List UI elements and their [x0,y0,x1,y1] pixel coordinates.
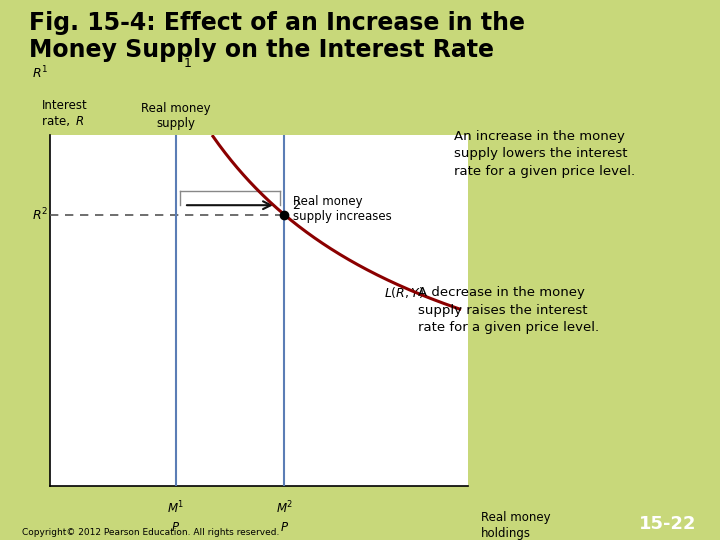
Text: $\mathit{M}^2$: $\mathit{M}^2$ [276,500,293,517]
Text: Real money
holdings: Real money holdings [480,511,550,539]
Text: $R^1$: $R^1$ [32,65,48,82]
Text: $P$: $P$ [171,521,180,534]
Text: Real money
supply increases: Real money supply increases [292,195,392,222]
Text: An increase in the money
supply lowers the interest
rate for a given price level: An increase in the money supply lowers t… [454,130,635,178]
Text: $R^2$: $R^2$ [32,206,48,223]
Text: 15-22: 15-22 [639,515,696,534]
Text: A decrease in the money
supply raises the interest
rate for a given price level.: A decrease in the money supply raises th… [418,286,599,334]
Text: $\mathit{M}^1$: $\mathit{M}^1$ [167,500,184,517]
Text: Real money
supply: Real money supply [141,102,210,130]
Text: Fig. 15-4: Effect of an Increase in the
Money Supply on the Interest Rate: Fig. 15-4: Effect of an Increase in the … [29,11,525,62]
Text: $P$: $P$ [280,521,289,534]
Text: Interest
rate,: Interest rate, [42,99,88,128]
Text: Copyright© 2012 Pearson Education. All rights reserved.: Copyright© 2012 Pearson Education. All r… [22,528,279,537]
Text: $R$: $R$ [76,115,84,128]
Text: 2: 2 [292,199,300,212]
Text: $L(R, Y)$: $L(R, Y)$ [384,285,425,300]
Text: 1: 1 [183,57,191,71]
